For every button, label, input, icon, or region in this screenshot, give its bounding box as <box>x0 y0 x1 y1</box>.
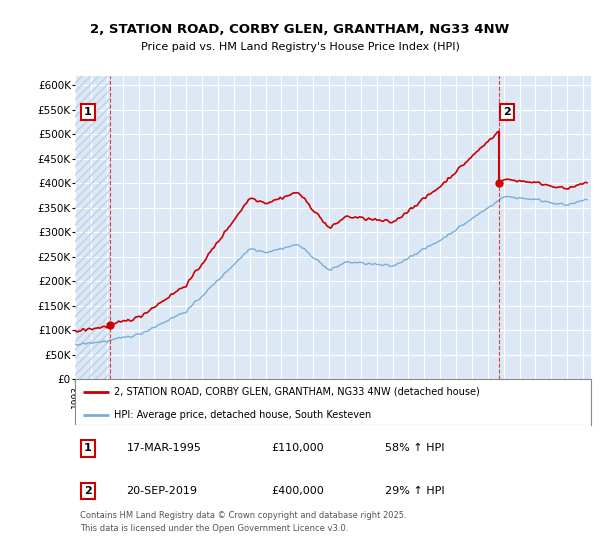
Text: 2: 2 <box>503 107 511 117</box>
Text: 1: 1 <box>84 107 92 117</box>
Text: 20-SEP-2019: 20-SEP-2019 <box>127 486 197 496</box>
Text: 2: 2 <box>84 486 92 496</box>
Text: Contains HM Land Registry data © Crown copyright and database right 2025.
This d: Contains HM Land Registry data © Crown c… <box>80 511 407 533</box>
Text: 29% ↑ HPI: 29% ↑ HPI <box>385 486 444 496</box>
Text: £110,000: £110,000 <box>271 444 324 454</box>
Text: HPI: Average price, detached house, South Kesteven: HPI: Average price, detached house, Sout… <box>114 409 371 419</box>
Bar <box>75 76 110 379</box>
Text: 2, STATION ROAD, CORBY GLEN, GRANTHAM, NG33 4NW: 2, STATION ROAD, CORBY GLEN, GRANTHAM, N… <box>91 22 509 36</box>
Text: 1: 1 <box>84 444 92 454</box>
Bar <box>75 76 110 379</box>
Text: £400,000: £400,000 <box>271 486 324 496</box>
Text: 17-MAR-1995: 17-MAR-1995 <box>127 444 202 454</box>
Text: 58% ↑ HPI: 58% ↑ HPI <box>385 444 444 454</box>
Text: 2, STATION ROAD, CORBY GLEN, GRANTHAM, NG33 4NW (detached house): 2, STATION ROAD, CORBY GLEN, GRANTHAM, N… <box>114 387 479 397</box>
Text: Price paid vs. HM Land Registry's House Price Index (HPI): Price paid vs. HM Land Registry's House … <box>140 42 460 52</box>
